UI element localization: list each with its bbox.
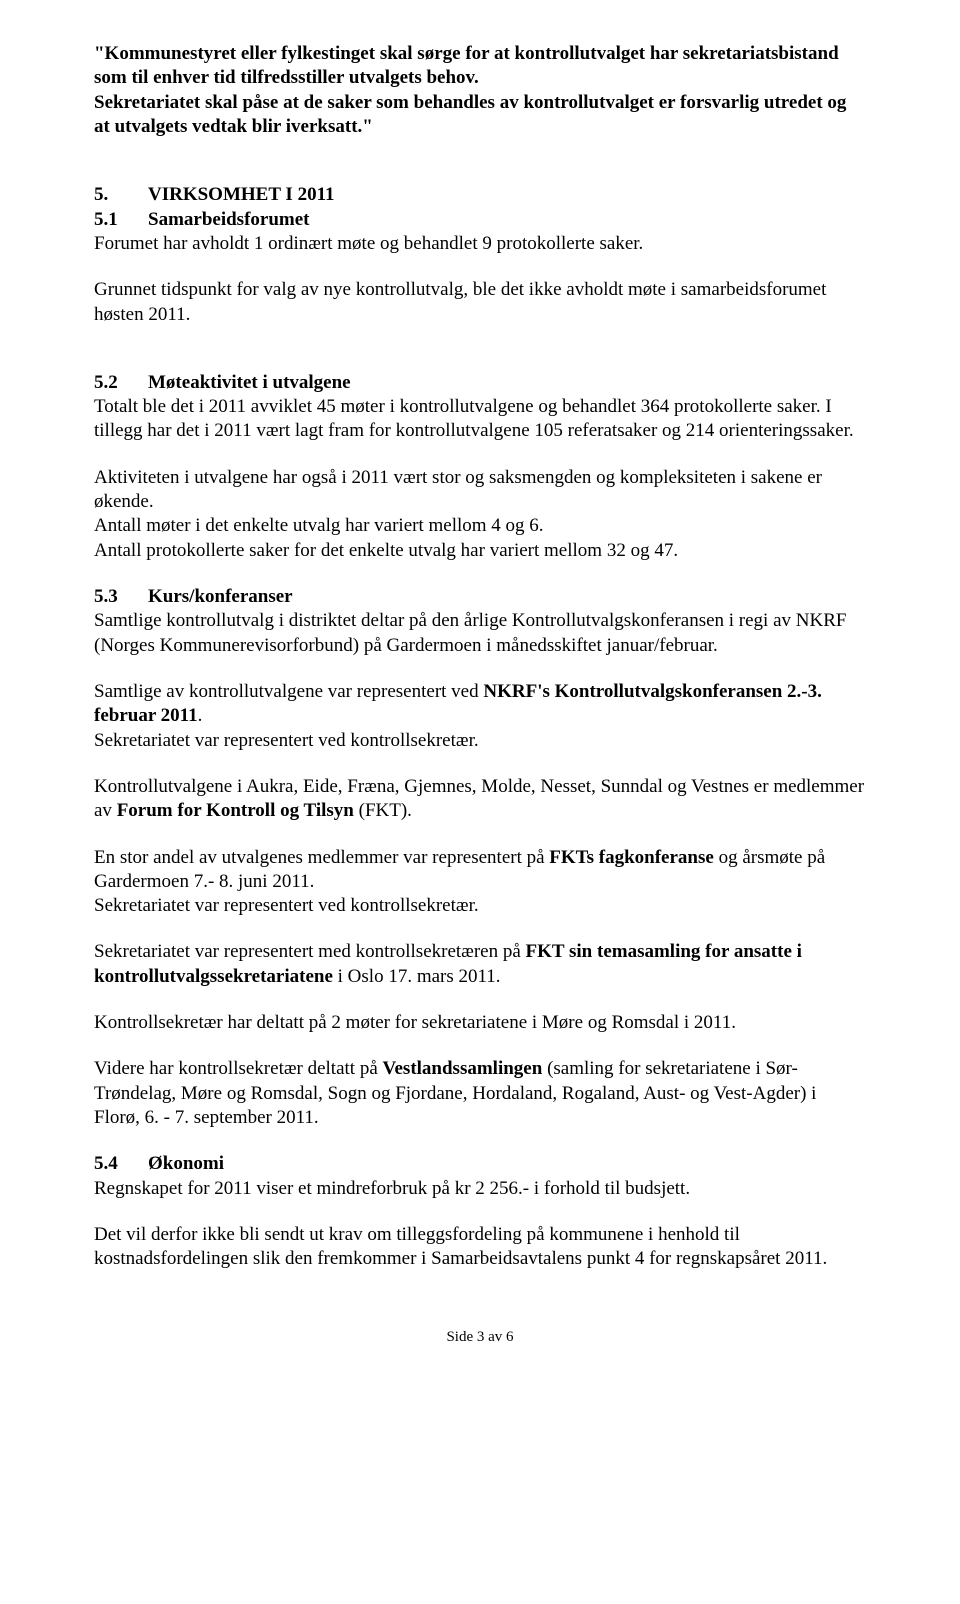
heading-5-title: VIRKSOMHET I 2011 bbox=[148, 183, 335, 207]
heading-5-2: 5.2 Møteaktivitet i utvalgene bbox=[94, 371, 866, 395]
s53-p4b: FKTs fagkonferanse bbox=[549, 847, 714, 868]
s53-p3c: (FKT). bbox=[354, 800, 412, 821]
s53-p2d: Sekretariatet var representert ved kontr… bbox=[94, 729, 866, 753]
s53-p3b: Forum for Kontroll og Tilsyn bbox=[117, 800, 354, 821]
s53-p4d: Sekretariatet var representert ved kontr… bbox=[94, 894, 866, 918]
heading-5-1: 5.1 Samarbeidsforumet bbox=[94, 208, 866, 232]
heading-5-2-num: 5.2 bbox=[94, 371, 148, 395]
s52-p2: Aktiviteten i utvalgene har også i 2011 … bbox=[94, 466, 866, 515]
s53-p7: Videre har kontrollsekretær deltatt på V… bbox=[94, 1057, 866, 1130]
s54-p1: Regnskapet for 2011 viser et mindreforbr… bbox=[94, 1177, 866, 1201]
heading-5-num: 5. bbox=[94, 183, 148, 207]
heading-5-1-num: 5.1 bbox=[94, 208, 148, 232]
s53-p4: En stor andel av utvalgenes medlemmer va… bbox=[94, 846, 866, 895]
heading-5-4-num: 5.4 bbox=[94, 1152, 148, 1176]
page-footer: Side 3 av 6 bbox=[94, 1328, 866, 1347]
heading-5-1-title: Samarbeidsforumet bbox=[148, 208, 309, 232]
s53-p5: Sekretariatet var representert med kontr… bbox=[94, 940, 866, 989]
heading-5-3-title: Kurs/konferanser bbox=[148, 585, 293, 609]
quote-p2: Sekretariatet skal påse at de saker som … bbox=[94, 91, 866, 140]
s53-p5c: i Oslo 17. mars 2011. bbox=[333, 966, 501, 987]
s53-p3: Kontrollutvalgene i Aukra, Eide, Fræna, … bbox=[94, 775, 866, 824]
s53-p5a: Sekretariatet var representert med kontr… bbox=[94, 941, 526, 962]
heading-5-2-title: Møteaktivitet i utvalgene bbox=[148, 371, 351, 395]
heading-5-4-title: Økonomi bbox=[148, 1152, 224, 1176]
s54-p2: Det vil derfor ikke bli sendt ut krav om… bbox=[94, 1223, 866, 1272]
s51-p2: Grunnet tidspunkt for valg av nye kontro… bbox=[94, 278, 866, 327]
heading-5: 5. VIRKSOMHET I 2011 bbox=[94, 183, 866, 207]
s53-p7b: Vestlandssamlingen bbox=[383, 1058, 543, 1079]
s52-p3: Antall møter i det enkelte utvalg har va… bbox=[94, 514, 866, 538]
intro-quote: "Kommunestyret eller fylkestinget skal s… bbox=[94, 42, 866, 139]
s53-p1: Samtlige kontrollutvalg i distriktet del… bbox=[94, 609, 866, 658]
heading-5-3: 5.3 Kurs/konferanser bbox=[94, 585, 866, 609]
s53-p7a: Videre har kontrollsekretær deltatt på bbox=[94, 1058, 383, 1079]
s53-p2c: . bbox=[198, 705, 203, 726]
section-5: 5. VIRKSOMHET I 2011 5.1 Samarbeidsforum… bbox=[94, 183, 866, 1271]
heading-5-4: 5.4 Økonomi bbox=[94, 1152, 866, 1176]
s52-p4: Antall protokollerte saker for det enkel… bbox=[94, 539, 866, 563]
quote-p1: "Kommunestyret eller fylkestinget skal s… bbox=[94, 42, 866, 91]
s51-p1: Forumet har avholdt 1 ordinært møte og b… bbox=[94, 232, 866, 256]
s52-p1: Totalt ble det i 2011 avviklet 45 møter … bbox=[94, 395, 866, 444]
heading-5-3-num: 5.3 bbox=[94, 585, 148, 609]
s53-p4a: En stor andel av utvalgenes medlemmer va… bbox=[94, 847, 549, 868]
s53-p2a: Samtlige av kontrollutvalgene var repres… bbox=[94, 681, 483, 702]
s53-p2: Samtlige av kontrollutvalgene var repres… bbox=[94, 680, 866, 729]
s53-p6: Kontrollsekretær har deltatt på 2 møter … bbox=[94, 1011, 866, 1035]
